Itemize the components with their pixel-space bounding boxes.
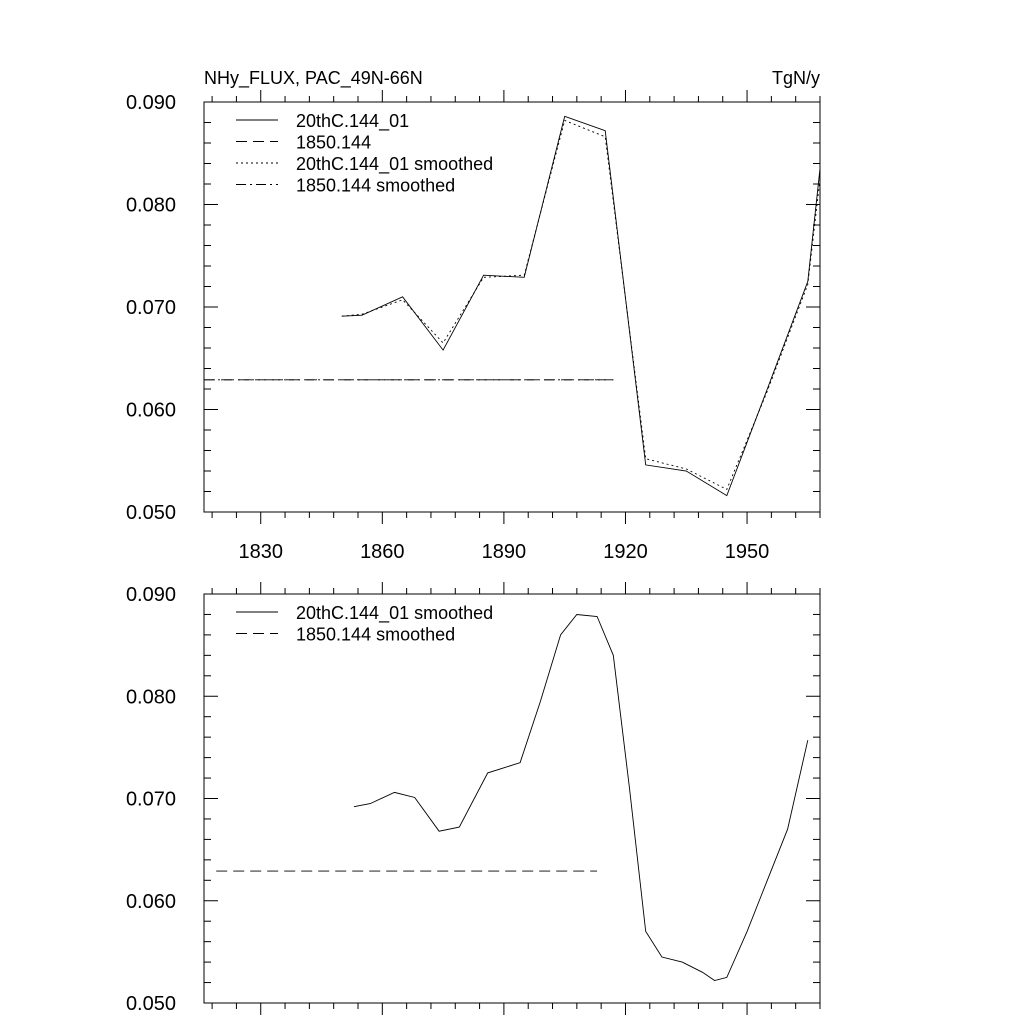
c1-plot-frame [203,593,821,1004]
c1-y-tick-label: 0.060 [126,891,176,913]
c1-legend-label: 1850.144 smoothed [296,625,455,645]
c0-title-left: NHy_FLUX, PAC_49N-66N [204,68,423,89]
bottom-chart-panel: 0.050 0.060 0.070 0.080 0.090 20thC.144_01 sm… [126,582,821,1015]
c0-legend-label: 1850.144 [296,133,371,153]
c0-series-line-0 [341,115,821,497]
c0-y-tick-label: 0.060 [126,400,176,422]
c0-x-tick-label: 1830 [238,541,283,563]
c0-title-right: TgN/y [772,68,820,88]
c0-x-tick-label: 1860 [360,541,405,563]
c0-legend-label: 1850.144 smoothed [296,176,455,196]
c0-y-tick-label: 0.050 [126,502,176,524]
c0-legend-label: 20thC.144_01 smoothed [296,154,493,175]
c1-y-tick-label: 0.090 [126,584,176,606]
c0-x-tick-label: 1920 [603,541,648,563]
c0-y-tick-label: 0.080 [126,195,176,217]
c1-legend-label: 20thC.144_01 smoothed [296,603,493,624]
c0-legend-label: 20thC.144_01 [296,111,409,132]
c1-y-tick-label: 0.080 [126,686,176,708]
c0-x-tick-label: 1890 [482,541,527,563]
top-chart-panel: NHy_FLUX, PAC_49N-66N TgN/y 0.050 0.060 0.07… [126,68,821,563]
c1-series-line-0 [353,614,809,981]
c0-y-tick-label: 0.070 [126,297,176,319]
c0-x-tick-label: 1950 [725,541,770,563]
c0-y-tick-label: 0.090 [126,92,176,114]
c1-y-tick-label: 0.050 [126,993,176,1015]
c1-y-tick-label: 0.070 [126,789,176,811]
